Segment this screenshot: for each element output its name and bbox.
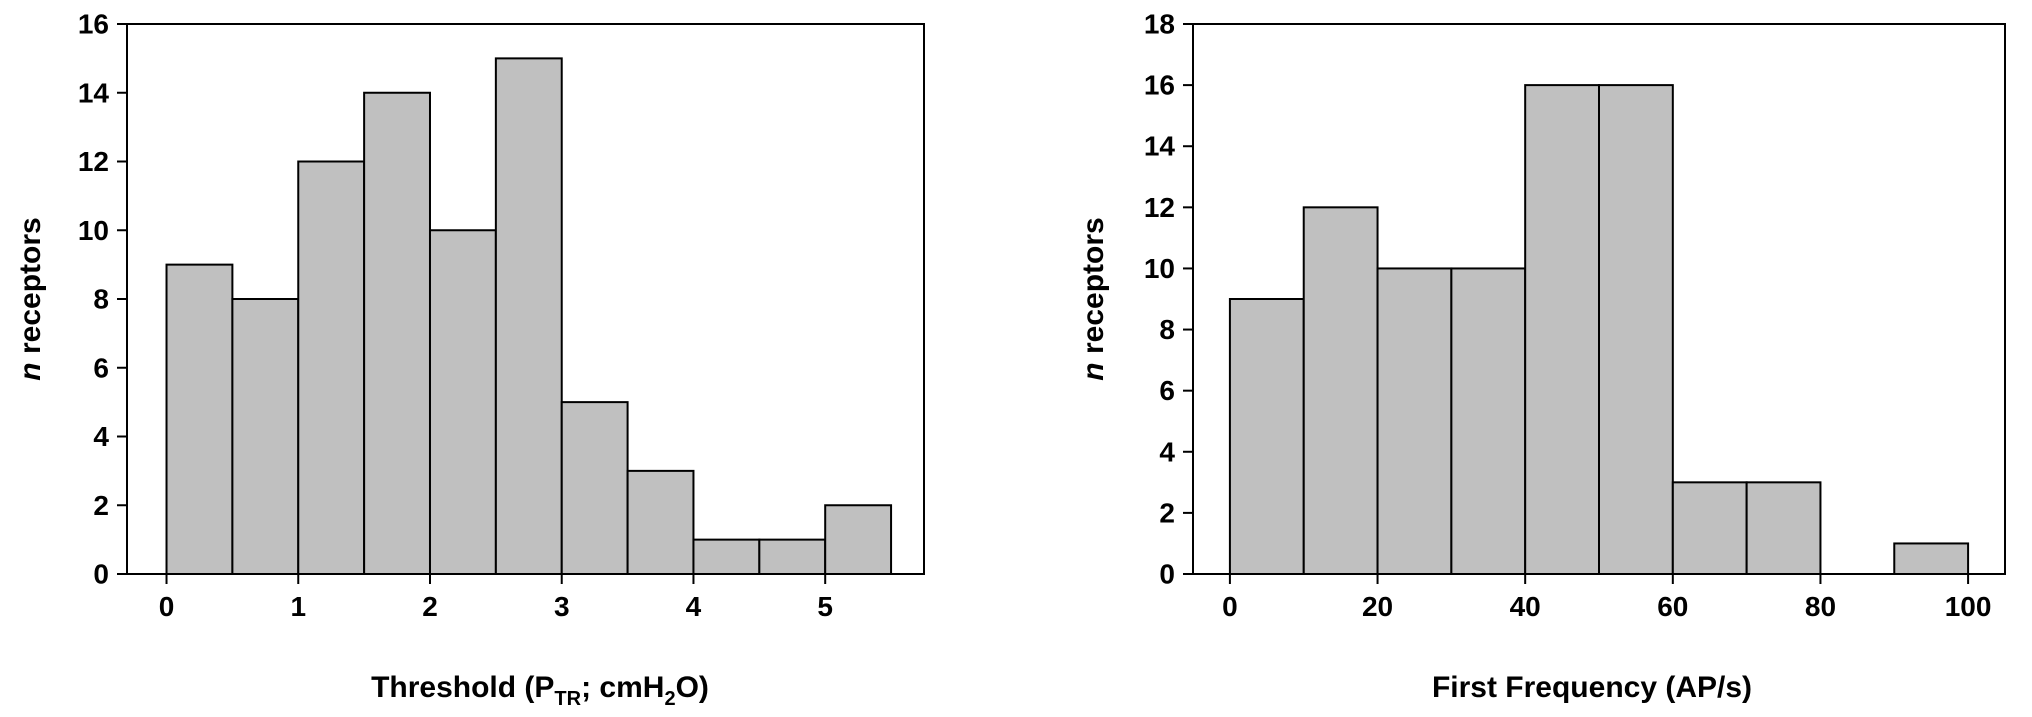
x-axis-label-part: O) xyxy=(676,671,709,704)
x-tick-label: 0 xyxy=(159,591,175,622)
histogram-bar xyxy=(824,504,893,575)
x-tick-label: 2 xyxy=(422,591,438,622)
y-axis-label-italic: n xyxy=(14,362,47,380)
y-tick-label: 2 xyxy=(93,490,109,521)
histogram-bar xyxy=(1524,84,1600,575)
histogram-bar xyxy=(692,538,761,575)
histogram-bar xyxy=(1450,267,1527,575)
y-tick-label: 12 xyxy=(78,146,109,177)
histogram-bar xyxy=(1598,84,1674,575)
y-tick-label: 10 xyxy=(1144,253,1175,284)
first-frequency-histogram: 0 2 4 6 8 10 12 14 16 18 0 20 40 60 80 100 First Frequen… xyxy=(1077,9,2006,704)
y-tick-label: 8 xyxy=(93,284,109,315)
x-tick-label: 0 xyxy=(1222,591,1238,622)
histogram-bar xyxy=(363,91,431,575)
y-axis-label: n receptors xyxy=(1077,217,1110,380)
histogram-bar xyxy=(1745,481,1822,576)
y-tick-label: 6 xyxy=(1159,375,1175,406)
y-tick-label: 4 xyxy=(1159,436,1175,467)
histogram-bar xyxy=(1376,267,1453,575)
x-axis-label-part: Threshold (P xyxy=(371,671,554,704)
x-axis-label: First Frequency (AP/s) xyxy=(1432,671,1752,704)
y-tick-label: 0 xyxy=(93,559,109,590)
y-tick-label: 2 xyxy=(1159,497,1175,528)
histogram-bar xyxy=(231,298,300,575)
x-tick-label: 4 xyxy=(686,591,702,622)
y-tick-label: 4 xyxy=(93,421,109,452)
y-tick-label: 14 xyxy=(1144,131,1176,162)
y-tick-label: 10 xyxy=(78,215,109,246)
histogram-bar xyxy=(494,57,563,575)
histogram-bar xyxy=(1302,206,1379,575)
y-tick-label: 6 xyxy=(93,352,109,383)
x-tick-label: 60 xyxy=(1657,591,1688,622)
y-axis-label: n receptors xyxy=(14,217,47,380)
histogram-bar xyxy=(758,538,827,575)
y-tick-label: 0 xyxy=(1159,559,1175,590)
histogram-bar xyxy=(1893,542,1970,576)
y-axis-label-rest: receptors xyxy=(1077,217,1110,362)
histogram-bar xyxy=(1228,298,1305,575)
histogram-bar xyxy=(165,263,234,575)
x-axis-label-part: ; cmH xyxy=(581,671,664,704)
y-tick-label: 16 xyxy=(78,9,109,40)
x-tick-label: 80 xyxy=(1805,591,1836,622)
histogram-bar xyxy=(1671,481,1748,576)
histogram-bar xyxy=(626,469,695,575)
x-tick-label: 40 xyxy=(1510,591,1541,622)
histogram-bar xyxy=(428,229,497,575)
x-tick-label: 1 xyxy=(290,591,306,622)
x-axis-label: Threshold (PTR; cmH2O) xyxy=(371,671,709,710)
x-tick-label: 5 xyxy=(817,591,833,622)
y-axis-label-rest: receptors xyxy=(14,217,47,362)
x-axis-label-subscript: 2 xyxy=(664,688,675,710)
y-tick-label: 18 xyxy=(1144,9,1175,40)
y-tick-label: 8 xyxy=(1159,314,1175,345)
histogram-bar xyxy=(560,401,629,575)
x-axis-label-subscript: TR xyxy=(554,688,581,710)
y-tick-label: 16 xyxy=(1144,70,1175,101)
histogram-bar xyxy=(297,160,366,575)
x-tick-label: 100 xyxy=(1945,591,1992,622)
y-tick-label: 12 xyxy=(1144,192,1175,223)
x-tick-label: 20 xyxy=(1362,591,1393,622)
y-axis-label-italic: n xyxy=(1077,362,1110,380)
x-tick-label: 3 xyxy=(554,591,570,622)
y-tick-label: 14 xyxy=(78,77,110,108)
